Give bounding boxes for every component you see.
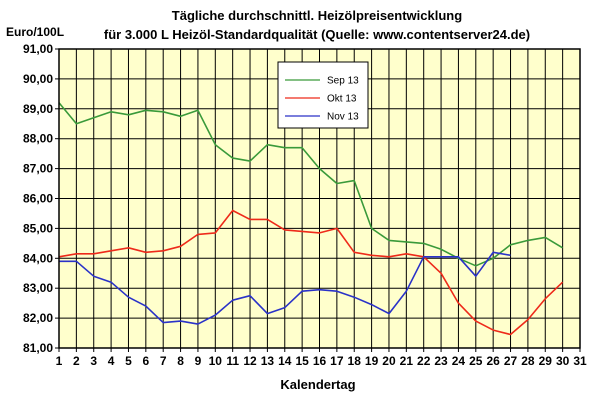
x-tick-label: 1 [56, 354, 63, 368]
series-line-nov [59, 251, 511, 325]
legend: Sep 13 Okt 13 Nov 13 [277, 61, 369, 129]
x-tick-label: 15 [295, 354, 309, 368]
y-tick-label: 84,00 [23, 251, 53, 265]
x-tick-label: 19 [365, 354, 379, 368]
x-tick-label: 28 [521, 354, 535, 368]
x-tick-label: 14 [278, 354, 292, 368]
x-tick-label: 23 [434, 354, 448, 368]
series-line-sep [58, 102, 564, 267]
x-tick-label: 18 [348, 354, 362, 368]
x-tick-label: 21 [400, 354, 414, 368]
legend-box [277, 61, 369, 129]
legend-label-sep: Sep 13 [327, 76, 359, 87]
y-tick-label: 81,00 [23, 341, 53, 355]
x-tick-label: 16 [313, 354, 327, 368]
legend-label-nov: Nov 13 [327, 112, 359, 123]
y-axis-unit-label: Euro/100L [6, 25, 64, 39]
x-tick-label: 4 [108, 354, 115, 368]
y-tick-label: 89,00 [23, 102, 53, 116]
x-tick-label: 20 [382, 354, 396, 368]
legend-label-okt: Okt 13 [327, 94, 357, 105]
x-tick-label: 13 [261, 354, 275, 368]
x-tick-label: 5 [125, 354, 132, 368]
y-tick-label: 82,00 [23, 311, 53, 325]
y-tick-label: 90,00 [23, 72, 53, 86]
x-tick-label: 22 [417, 354, 431, 368]
x-tick-label: 26 [486, 354, 500, 368]
axes [55, 48, 581, 352]
x-tick-label: 11 [226, 354, 239, 368]
x-tick-label: 9 [195, 354, 202, 368]
series-line-okt [58, 209, 564, 336]
x-tick-label: 7 [160, 354, 167, 368]
y-tick-labels: 81,00 82,00 83,00 84,00 85,00 86,00 87,00 88,00… [23, 42, 53, 355]
y-tick-label: 87,00 [23, 162, 53, 176]
x-tick-label: 6 [142, 354, 149, 368]
x-tick-labels: 1 2 3 4 5 6 7 8 9 10 11 12 13 14 15 16 17 18 19 20 21 22 23 24 2… [56, 354, 587, 368]
y-tick-label: 85,00 [23, 221, 53, 235]
chart-subtitle: für 3.000 L Heizöl-Standardqualität (Que… [104, 27, 530, 42]
x-tick-label: 31 [573, 354, 587, 368]
x-tick-label: 10 [209, 354, 223, 368]
x-tick-label: 12 [243, 354, 257, 368]
x-tick-label: 8 [177, 354, 184, 368]
x-tick-label: 29 [539, 354, 553, 368]
x-axis-label: Kalendertag [280, 377, 355, 392]
x-tick-label: 3 [90, 354, 97, 368]
y-tick-label: 88,00 [23, 132, 53, 146]
y-tick-label: 83,00 [23, 281, 53, 295]
y-tick-label: 86,00 [23, 192, 53, 206]
y-tick-label: 91,00 [23, 42, 53, 56]
x-tick-label: 2 [73, 354, 80, 368]
x-tick-label: 27 [504, 354, 518, 368]
chart-title: Tägliche durchschnittl. Heizölpreisentwi… [172, 8, 462, 23]
x-tick-label: 17 [330, 354, 344, 368]
series-lines [58, 102, 564, 336]
x-tick-label: 25 [469, 354, 483, 368]
x-tick-label: 30 [556, 354, 570, 368]
x-tick-label: 24 [452, 354, 466, 368]
